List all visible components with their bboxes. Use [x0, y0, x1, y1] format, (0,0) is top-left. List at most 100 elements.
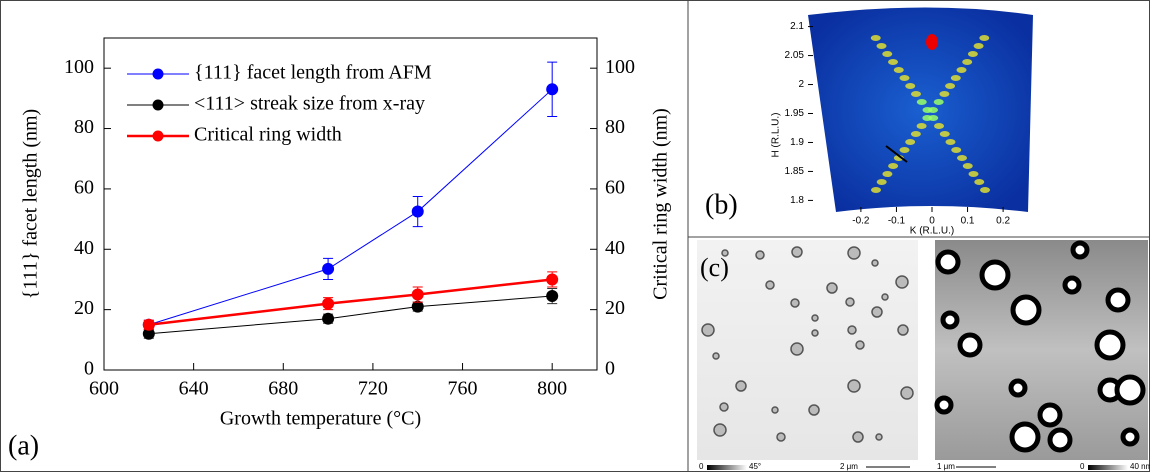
streak-spot [876, 179, 887, 185]
streak-spot [922, 107, 933, 113]
streak-spot [905, 139, 916, 145]
scale-max: 40 nm [1130, 462, 1150, 471]
y-tick-label: 20 [74, 297, 94, 319]
panel-label: (b) [705, 189, 738, 220]
island [826, 282, 838, 294]
y-axis-label: H (R.L.U.) [771, 113, 782, 158]
streak-spot [911, 91, 921, 97]
y2-tick-label: 0 [605, 358, 615, 380]
streak-spot [893, 67, 904, 73]
island [847, 246, 861, 260]
x-tick-label: 720 [358, 378, 388, 400]
marker [142, 327, 155, 340]
legend-marker [152, 99, 164, 111]
island [871, 259, 879, 267]
x-tick-label: 680 [268, 378, 298, 400]
y-axis-label: {111} facet length (nm) [20, 109, 42, 299]
y2-tick-label: 100 [605, 56, 635, 78]
streak-spot [974, 179, 985, 185]
island [934, 395, 954, 415]
panel-label: (c) [700, 253, 729, 282]
island [1047, 427, 1073, 453]
islands [701, 246, 914, 443]
y-tick-label: 2.05 [785, 50, 805, 61]
island [871, 306, 883, 318]
scale-max: 45° [749, 462, 761, 471]
island [1105, 287, 1131, 313]
streak-spot [973, 43, 984, 49]
island [935, 249, 961, 275]
streak-spot [967, 51, 978, 57]
x-tick-label: -0.1 [888, 216, 906, 227]
island [1120, 427, 1140, 447]
island [1062, 275, 1082, 295]
streak-spot [956, 67, 967, 73]
x-tick-label: 0 [929, 216, 935, 227]
y-tick-label: 60 [74, 177, 94, 199]
streak-spot [945, 139, 956, 145]
y2-tick-label: 40 [605, 237, 625, 259]
rsm-streaks [870, 34, 990, 193]
island [847, 325, 857, 335]
legend-label: <111> streak size from x-ray [194, 93, 425, 115]
island [900, 386, 914, 400]
x-tick-label: 800 [537, 378, 567, 400]
streak-spot [899, 147, 910, 153]
island [755, 250, 765, 260]
streak-spot [888, 59, 898, 65]
island [1037, 402, 1063, 428]
x-tick-label: 760 [448, 378, 478, 400]
plot-frame [103, 37, 598, 371]
streak-spot [934, 123, 944, 129]
streak-spot [939, 131, 950, 137]
streak-spot [871, 187, 881, 193]
streak-spot [910, 131, 921, 137]
island [701, 323, 715, 337]
x-tick-label: -0.2 [852, 216, 870, 227]
streak-spot [870, 35, 881, 41]
bragg-peak [926, 34, 938, 50]
island [1010, 294, 1042, 326]
streak-spot [888, 163, 899, 169]
island [713, 423, 727, 437]
streak-spot [945, 83, 956, 89]
rsm-map [808, 7, 1033, 212]
scale-bar-label: 2 μm [840, 462, 858, 471]
island [895, 275, 909, 289]
x-tick-label: 0.1 [961, 216, 975, 227]
y2-tick-label: 80 [605, 116, 625, 138]
y2-axis-label: Critical ring width (nm) [650, 108, 672, 300]
marker [546, 83, 559, 96]
y-tick-label: 1.9 [790, 137, 804, 148]
x-tick-label: 600 [89, 378, 119, 400]
streak-spot [962, 163, 973, 169]
marker [322, 297, 335, 310]
legend-label: {111} facet length from AFM [194, 62, 432, 84]
island [765, 280, 775, 290]
x-tick-label: 0.2 [996, 216, 1010, 227]
island [1008, 378, 1028, 398]
streak-spot [939, 91, 950, 97]
streak-spot [876, 43, 887, 49]
color-scale [707, 465, 747, 470]
island [790, 298, 800, 308]
island [791, 246, 803, 258]
y-tick-label: 40 [74, 237, 94, 259]
streak-spot [928, 115, 939, 121]
island [790, 342, 804, 356]
streak-spot [968, 171, 979, 177]
marker [546, 273, 559, 286]
streak-spot [957, 155, 967, 161]
streak-spot [951, 147, 962, 153]
island [1070, 240, 1090, 260]
streak-spot [916, 123, 927, 129]
streak-spot [899, 75, 910, 81]
island [721, 249, 729, 257]
marker [322, 312, 335, 325]
island [845, 297, 855, 307]
island [881, 293, 889, 301]
y-tick-label: 2 [798, 79, 804, 90]
island [776, 432, 786, 442]
marker [546, 290, 559, 303]
legend-marker [152, 130, 164, 142]
